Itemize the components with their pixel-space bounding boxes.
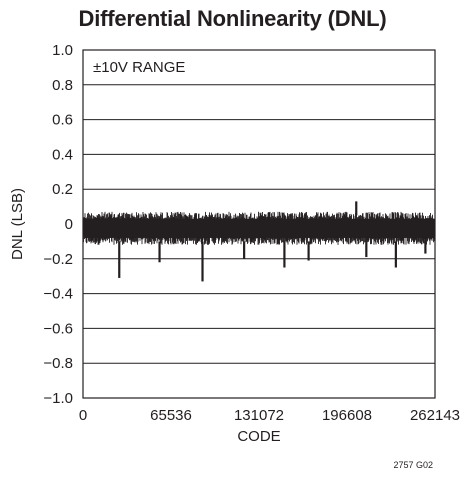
x-tick-label: 196608 (322, 407, 372, 424)
y-tick-label: 0.6 (52, 112, 73, 129)
x-tick-labels: 0 65536 131072 196608 262143 (79, 407, 460, 424)
plot-frame (82, 49, 436, 399)
y-tick-label: −0.8 (43, 355, 73, 372)
x-axis-label: CODE (237, 428, 280, 445)
y-tick-labels: 1.0 0.8 0.6 0.4 0.2 0 −0.2 −0.4 −0.6 −0.8 −1.0 (43, 42, 73, 407)
range-annotation: ±10V RANGE (93, 59, 185, 76)
y-tick-label: −0.2 (43, 251, 73, 268)
y-axis-label: DNL (LSB) (9, 188, 26, 260)
plot-data (83, 201, 435, 282)
y-tick-label: 0.4 (52, 146, 73, 163)
y-tick-label: −1.0 (43, 390, 73, 407)
x-tick-label: 0 (79, 407, 87, 424)
y-tick-label: 0.8 (52, 77, 73, 94)
chart-title: Differential Nonlinearity (DNL) (78, 6, 387, 31)
x-tick-label: 131072 (234, 407, 284, 424)
figure-footnote: 2757 G02 (393, 460, 433, 470)
y-tick-label: −0.4 (43, 286, 73, 303)
y-tick-label: −0.6 (43, 320, 73, 337)
y-tick-label: 0.2 (52, 181, 73, 198)
y-tick-label: 0 (65, 216, 73, 233)
dnl-noise-core (84, 218, 434, 238)
x-tick-label: 262143 (410, 407, 460, 424)
x-tick-label: 65536 (150, 407, 192, 424)
y-tick-label: 1.0 (52, 42, 73, 59)
